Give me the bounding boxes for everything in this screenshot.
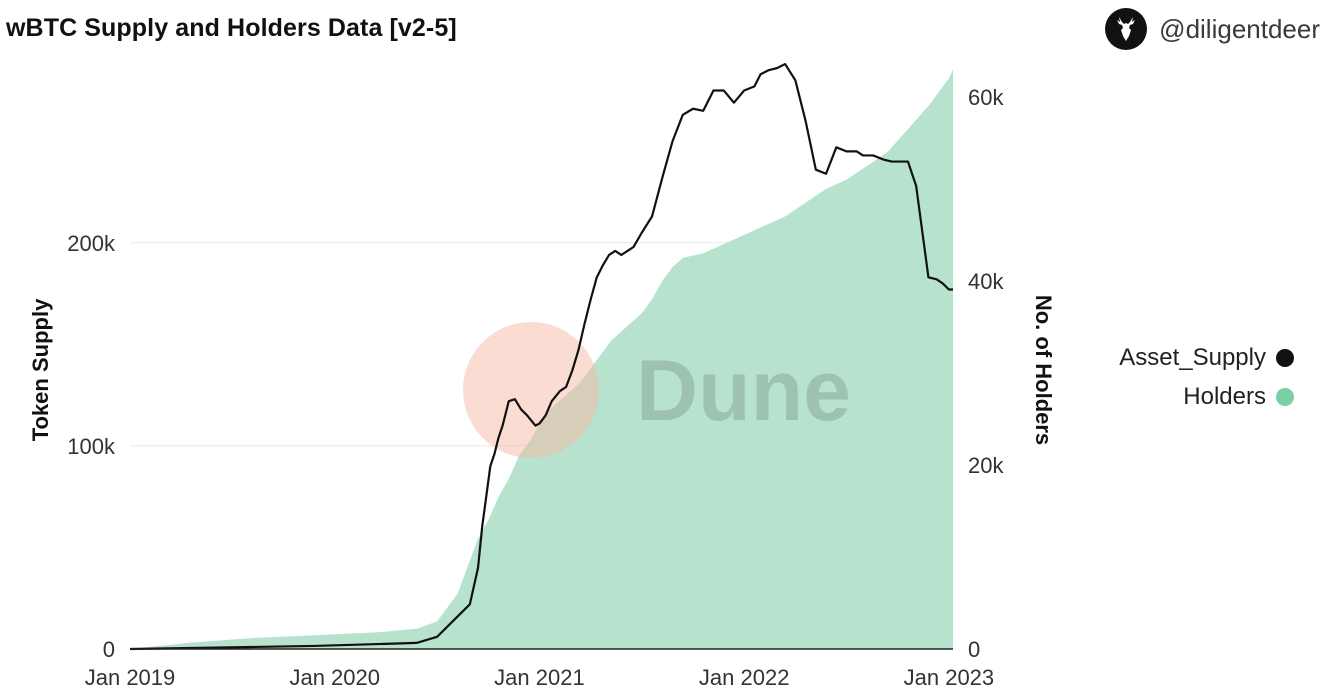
- dune-logo-icon: [463, 322, 599, 458]
- x-tick-label: Jan 2019: [85, 665, 176, 690]
- legend-dot-asset-supply: [1276, 348, 1294, 367]
- y-right-tick-label: 0: [968, 637, 980, 662]
- x-tick-label: Jan 2021: [494, 665, 585, 690]
- x-tick-label: Jan 2020: [289, 665, 380, 690]
- y-left-tick-label: 100k: [67, 434, 116, 459]
- y-left-tick-label: 0: [103, 637, 115, 662]
- legend-item-holders[interactable]: Holders: [1119, 377, 1294, 416]
- author-badge[interactable]: @diligentdeer: [1105, 8, 1320, 50]
- legend-label: Asset_Supply: [1119, 343, 1266, 371]
- x-tick-label: Jan 2022: [699, 665, 790, 690]
- legend-dot-holders: [1276, 387, 1294, 406]
- y-right-axis-title: No. of Holders: [1031, 295, 1056, 445]
- legend-label: Holders: [1183, 382, 1266, 410]
- legend: Asset_Supply Holders: [1119, 338, 1294, 416]
- legend-item-asset-supply[interactable]: Asset_Supply: [1119, 338, 1294, 377]
- y-right-tick-label: 60k: [968, 85, 1004, 110]
- chart-title: wBTC Supply and Holders Data [v2-5]: [6, 14, 457, 42]
- holders-area: [130, 69, 953, 649]
- y-left-tick-label: 200k: [67, 231, 116, 256]
- x-tick-label: Jan 2023: [904, 665, 995, 690]
- y-right-tick-label: 40k: [968, 269, 1004, 294]
- author-name: @diligentdeer: [1159, 13, 1320, 44]
- y-right-tick-label: 20k: [968, 453, 1004, 478]
- watermark-text: Dune: [636, 343, 851, 439]
- y-left-axis-title: Token Supply: [28, 298, 53, 441]
- asset-supply-line: [129, 62, 953, 651]
- deer-icon: [1105, 8, 1148, 50]
